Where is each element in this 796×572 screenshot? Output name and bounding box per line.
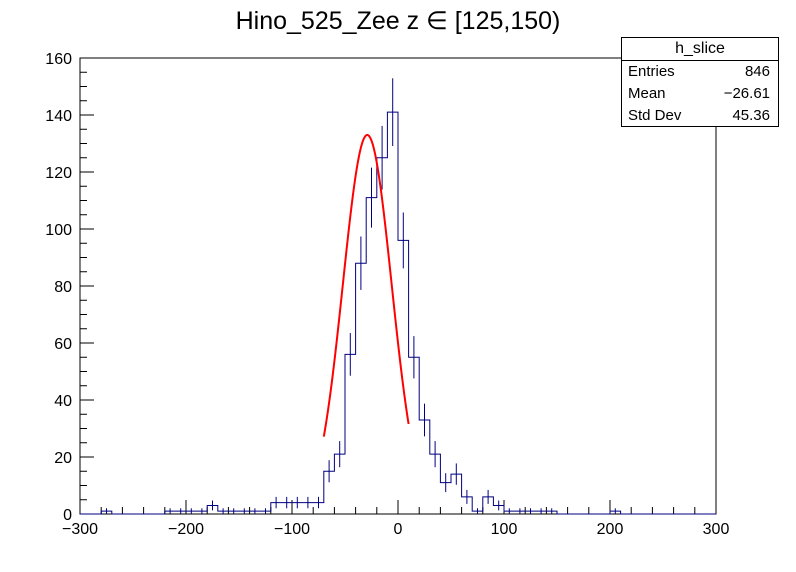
y-tick-label: 0 xyxy=(63,507,72,524)
x-tick-label: −100 xyxy=(274,521,310,538)
chart-title: Hino_525_Zee z ∈ [125,150) xyxy=(235,7,561,35)
stats-value: −26.61 xyxy=(723,85,770,102)
stats-label: Mean xyxy=(628,85,666,102)
y-tick-label: 160 xyxy=(45,51,72,68)
y-tick-label: 40 xyxy=(54,393,72,410)
histogram-outline xyxy=(80,111,716,515)
stats-row-stddev: Std Dev 45.36 xyxy=(622,105,778,127)
stats-value: 45.36 xyxy=(732,107,770,124)
stats-row-mean: Mean −26.61 xyxy=(622,83,778,105)
y-tick-label: 100 xyxy=(45,222,72,239)
stats-box-title: h_slice xyxy=(622,38,778,61)
y-tick-label: 140 xyxy=(45,108,72,125)
x-tick-label: 0 xyxy=(394,521,403,538)
y-tick-label: 120 xyxy=(45,165,72,182)
y-tick-label: 80 xyxy=(54,279,72,296)
x-tick-label: 100 xyxy=(491,521,518,538)
y-tick-label: 20 xyxy=(54,450,72,467)
stats-row-entries: Entries 846 xyxy=(622,61,778,83)
gaussian-fit-curve xyxy=(322,133,410,437)
x-tick-label: −200 xyxy=(168,521,204,538)
stats-label: Std Dev xyxy=(628,107,682,124)
x-tick-label: 300 xyxy=(703,521,730,538)
stats-box: h_slice Entries 846 Mean −26.61 Std Dev … xyxy=(621,37,779,127)
x-tick-label: 200 xyxy=(597,521,624,538)
x-tick-label: −300 xyxy=(62,521,98,538)
y-tick-label: 60 xyxy=(54,336,72,353)
stats-label: Entries xyxy=(628,63,675,80)
stats-value: 846 xyxy=(744,63,770,80)
